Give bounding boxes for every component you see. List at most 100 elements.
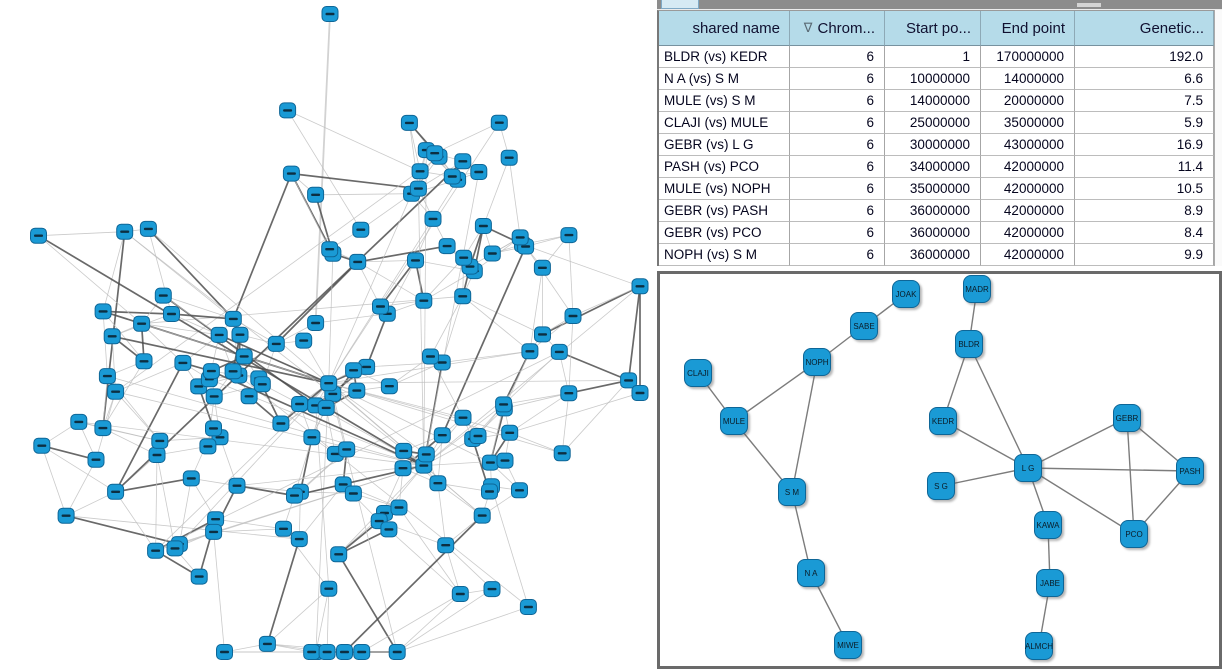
table-cell: 11.4 [1075,156,1214,178]
network-node-s-g[interactable]: S G [927,472,955,500]
overview-node-label [194,385,204,388]
overview-edge [462,295,543,335]
table-cell: 1 [885,46,981,68]
network-node-s-m[interactable]: S M [778,478,806,506]
overview-edge [287,110,421,172]
overview-node-label [415,170,425,173]
overview-node-label [455,592,465,596]
table-cell: 36000000 [885,244,981,266]
network-edge [1126,417,1135,535]
overview-node-label [430,152,440,155]
overview-node-label [328,392,338,396]
overview-node-label [433,482,443,485]
node-label: BLDR [958,339,980,349]
overview-edge [328,382,563,454]
network-node-mule[interactable]: MULE [720,407,748,435]
column-header-chromosome[interactable]: ∇ Chrom... [790,11,885,46]
window-scroll-segment [1077,3,1101,7]
node-label: JABE [1039,578,1060,588]
table-row[interactable]: MULE (vs) NOPH 6 35000000 42000000 10.5 [659,178,1214,200]
overview-edge [291,172,419,190]
network-node-l-g[interactable]: L G [1014,454,1042,482]
overview-node-label [568,314,578,318]
overview-edge [41,445,67,516]
column-header-start-point[interactable]: Start po... [885,11,981,46]
overview-nodes[interactable] [30,6,649,660]
network-node-noph[interactable]: NOPH [803,348,831,376]
network-node-pco[interactable]: PCO [1120,520,1148,548]
table-scrollbar-track[interactable] [1214,10,1222,266]
overview-edge [568,315,574,394]
overview-edge [41,444,97,461]
overview-node-label [322,650,332,654]
network-node-madr[interactable]: MADR [963,275,991,303]
overview-edge [504,392,569,409]
overview-edge [328,350,530,384]
overview-edge [115,362,184,393]
network-node-gebr[interactable]: GEBR [1113,404,1141,432]
network-node-sabe[interactable]: SABE [850,312,878,340]
overview-edge [38,235,142,325]
network-node-kawa[interactable]: KAWA [1034,511,1062,539]
overview-edge [396,593,461,653]
overview-node-label [120,230,130,233]
overview-node-label [211,518,221,521]
overview-edge [107,375,424,466]
overview-node-label [357,650,367,654]
overview-node-label [500,459,510,462]
overview-edge [218,334,330,384]
subnetwork-edges-canvas [697,288,1191,647]
overview-node-label [504,156,514,159]
table-row[interactable]: GEBR (vs) PASH 6 36000000 42000000 8.9 [659,200,1214,222]
overview-node-label [515,236,525,239]
overview-node-label [220,650,229,654]
table-cell: NOPH (vs) S M [659,244,790,266]
table-row[interactable]: GEBR (vs) L G 6 30000000 43000000 16.9 [659,134,1214,156]
overview-node-label [523,605,533,609]
table-header-row: shared name ∇ Chrom... Start po... End p… [659,11,1214,46]
network-node-jabe[interactable]: JABE [1036,569,1064,597]
window-tab-chip [661,0,699,9]
overview-node-label [421,453,431,456]
table-row[interactable]: CLAJI (vs) MULE 6 25000000 35000000 5.9 [659,112,1214,134]
subnetwork-canvas[interactable]: JOAK MADR SABE NOPH BLDR CLAJI MULE KEDR GEBR L G… [660,274,1219,666]
overview-edge [291,173,331,250]
overview-node-label [564,233,574,237]
overview-edge [236,465,424,487]
overview-node-label [307,650,317,654]
table-row[interactable]: GEBR (vs) PCO 6 36000000 42000000 8.4 [659,222,1214,244]
overview-node-label [307,436,317,439]
overview-node-label [186,477,196,480]
network-node-bldr[interactable]: BLDR [955,330,983,358]
network-node-n-a[interactable]: N A [797,559,825,587]
column-header-end-point[interactable]: End point [981,11,1075,46]
network-node-pash[interactable]: PASH [1176,457,1204,485]
overview-edge [326,588,330,653]
table-row[interactable]: NOPH (vs) S M 6 36000000 42000000 9.9 [659,244,1214,266]
table-cell: 42000000 [981,200,1075,222]
table-row[interactable]: BLDR (vs) KEDR 6 1 170000000 192.0 [659,46,1214,68]
overview-edge [365,313,389,368]
column-header-shared-name[interactable]: shared name [659,11,790,46]
column-header-genetic[interactable]: Genetic... [1075,11,1214,46]
overview-network-canvas[interactable] [0,0,657,669]
network-node-miwe[interactable]: MIWE [834,631,862,659]
table-row[interactable]: N A (vs) S M 6 10000000 14000000 6.6 [659,68,1214,90]
overview-node-label [324,587,334,590]
overview-edge [78,421,424,466]
table-row[interactable]: PASH (vs) PCO 6 34000000 42000000 11.4 [659,156,1214,178]
node-label: S M [784,487,800,497]
overview-edge [509,432,563,454]
overview-edge [232,173,293,320]
network-node-almch[interactable]: ALMCH [1025,632,1053,660]
overview-edge [434,122,500,154]
network-node-claji[interactable]: CLAJI [684,359,712,387]
overview-node-label [257,383,267,386]
overview-node-label [209,427,218,430]
network-node-kedr[interactable]: KEDR [929,407,957,435]
overview-node-label [102,374,112,378]
node-label: CLAJI [687,368,709,378]
network-node-joak[interactable]: JOAK [892,280,920,308]
table-row[interactable]: MULE (vs) S M 6 14000000 20000000 7.5 [659,90,1214,112]
